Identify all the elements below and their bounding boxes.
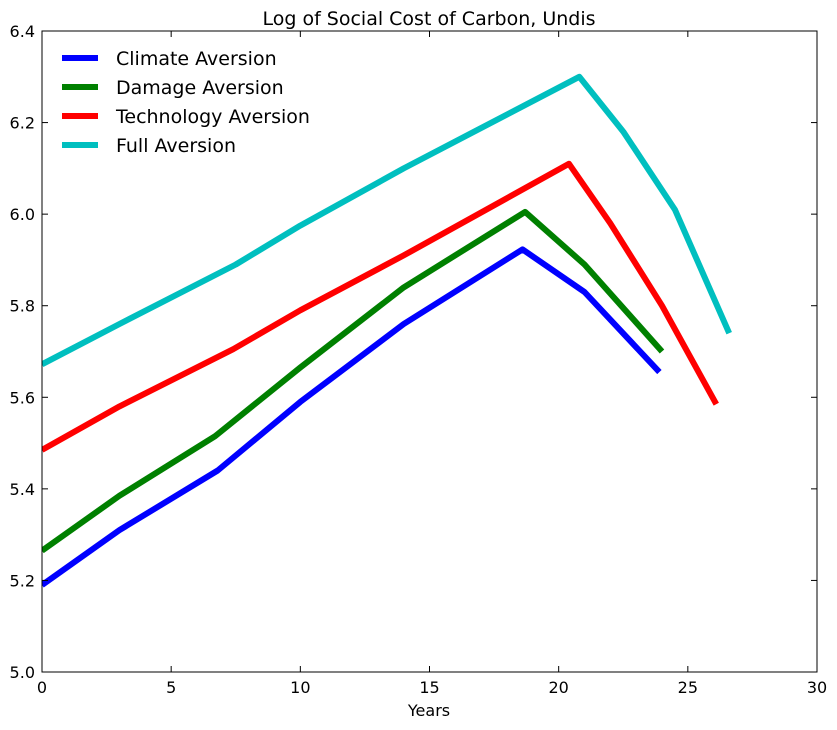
legend: Climate Aversion Damage Aversion Technolog… <box>62 48 310 157</box>
series-line-2 <box>42 208 665 554</box>
y-tick-label: 6.4 <box>10 22 35 41</box>
x-tick-label: 30 <box>807 678 827 697</box>
x-tick-label: 15 <box>419 678 439 697</box>
x-tick-label: 20 <box>548 678 568 697</box>
y-tick-label: 5.4 <box>10 480 35 499</box>
y-tick-label: 5.2 <box>10 571 35 590</box>
x-axis-title: Years <box>407 701 450 720</box>
legend-label: Damage Aversion <box>116 77 284 99</box>
legend-item: Technology Aversion <box>62 106 310 128</box>
y-tick-label: 6.0 <box>10 205 35 224</box>
legend-label: Technology Aversion <box>115 106 310 128</box>
legend-item: Damage Aversion <box>62 77 284 99</box>
series-line-4 <box>42 73 732 367</box>
legend-label: Climate Aversion <box>116 48 277 70</box>
y-tick-label: 5.8 <box>10 297 35 316</box>
x-tick-label: 10 <box>290 678 310 697</box>
legend-label: Full Aversion <box>116 135 236 157</box>
chart-title: Log of Social Cost of Carbon, Undis <box>262 8 595 30</box>
legend-item: Full Aversion <box>62 135 236 157</box>
series-line-3 <box>42 160 719 453</box>
axes-layer: 0 5 10 15 20 25 30 5.0 5.2 5.4 5.6 5.8 6.0 6.2 6.4 <box>10 22 828 697</box>
series-layer <box>42 73 732 588</box>
y-tick-label: 6.2 <box>10 114 35 133</box>
x-tick-label: 25 <box>678 678 698 697</box>
y-tick-label: 5.0 <box>10 663 35 682</box>
x-tick-label: 5 <box>166 678 176 697</box>
y-tick-label: 5.6 <box>10 388 35 407</box>
legend-item: Climate Aversion <box>62 48 277 70</box>
x-tick-label: 0 <box>37 678 47 697</box>
series-line-1 <box>42 246 662 588</box>
